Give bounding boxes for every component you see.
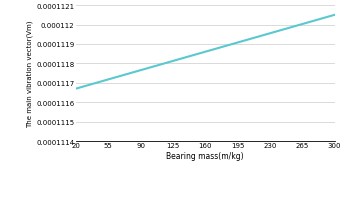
Y-axis label: The main vibration vector(Vm): The main vibration vector(Vm)	[27, 20, 33, 127]
Tile vibration main vibration vector	[214, 48, 218, 51]
X-axis label: Bearing mass(m/kg): Bearing mass(m/kg)	[167, 152, 244, 160]
Tile vibration main vibration vector	[74, 88, 78, 90]
Legend: Tile vibration main vibration vector: Tile vibration main vibration vector	[124, 201, 287, 202]
Tile vibration main vibration vector	[333, 15, 337, 17]
Tile vibration main vibration vector	[197, 53, 201, 56]
Tile vibration main vibration vector	[326, 16, 331, 19]
Line: Tile vibration main vibration vector: Tile vibration main vibration vector	[76, 16, 335, 89]
Tile vibration main vibration vector	[228, 44, 232, 47]
Tile vibration main vibration vector	[198, 53, 203, 55]
Tile vibration main vibration vector	[286, 28, 290, 30]
